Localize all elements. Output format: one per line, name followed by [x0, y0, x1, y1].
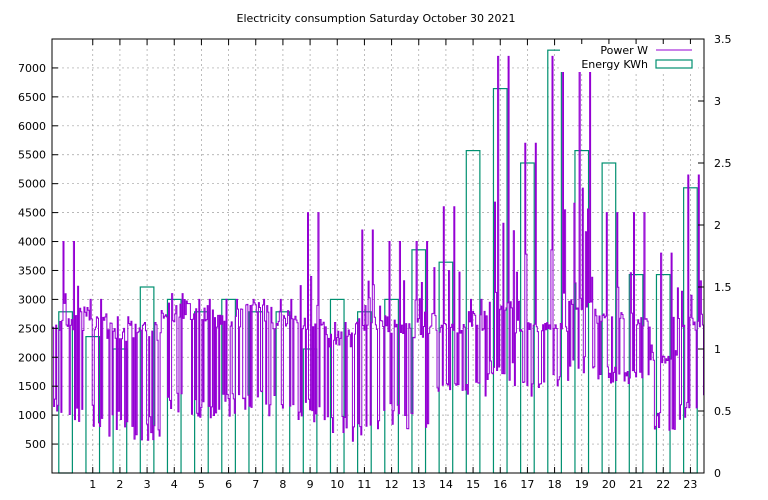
x-axis: 1 2 3 4 5 6 7 8 9 10 11 12 13 14 15 16 17 18 19 20 21 22 23: [89, 39, 697, 491]
y-left-tick-label: 3500: [18, 264, 46, 277]
x-tick-label: 18: [548, 478, 562, 491]
plot-frame: [51, 38, 705, 474]
y-right-tick-label: 0.5: [714, 405, 732, 418]
x-tick-label: 14: [439, 478, 453, 491]
y-right-tick-label: 1: [714, 343, 721, 356]
x-tick-label: 8: [279, 478, 286, 491]
y-right-tick-label: 2: [714, 219, 721, 232]
y-left-tick-label: 6500: [18, 91, 46, 104]
x-tick-label: 9: [307, 478, 314, 491]
x-tick-label: 7: [252, 478, 259, 491]
x-tick-label: 23: [683, 478, 697, 491]
x-tick-label: 16: [493, 478, 507, 491]
x-tick-label: 12: [385, 478, 399, 491]
y-axis-right: 0 0.5 1 1.5 2 2.5 3 3.5: [698, 33, 732, 480]
y-left-tick-label: 1000: [18, 409, 46, 422]
y-left-tick-label: 3000: [18, 293, 46, 306]
power-line-layer: [52, 55, 704, 442]
y-axis-left: 500 1000 1500 2000 2500 3000 3500 4000 4500 5000 5…: [18, 62, 58, 451]
y-right-tick-label: 1.5: [714, 281, 732, 294]
chart-title: Electricity consumption Saturday October…: [237, 12, 516, 25]
x-tick-label: 5: [198, 478, 205, 491]
legend-power-label: Power W: [600, 44, 648, 57]
y-left-tick-label: 2500: [18, 322, 46, 335]
power-line: [52, 55, 704, 442]
x-tick-label: 13: [412, 478, 426, 491]
x-tick-label: 2: [116, 478, 123, 491]
x-tick-label: 1: [89, 478, 96, 491]
x-tick-label: 15: [466, 478, 480, 491]
x-tick-label: 4: [171, 478, 178, 491]
y-left-tick-label: 4000: [18, 236, 46, 249]
y-left-tick-label: 4500: [18, 207, 46, 220]
x-tick-label: 11: [357, 478, 371, 491]
y-right-tick-label: 3: [714, 95, 721, 108]
y-left-tick-label: 500: [25, 438, 46, 451]
y-right-tick-label: 2.5: [714, 157, 732, 170]
y-left-tick-label: 2000: [18, 351, 46, 364]
x-tick-label: 10: [330, 478, 344, 491]
y-left-tick-label: 5500: [18, 149, 46, 162]
y-left-tick-label: 7000: [18, 62, 46, 75]
x-tick-label: 6: [225, 478, 232, 491]
y-left-tick-label: 5000: [18, 178, 46, 191]
x-tick-label: 21: [629, 478, 643, 491]
legend-energy-label: Energy KWh: [581, 58, 648, 71]
y-right-tick-label: 3.5: [714, 33, 732, 46]
legend: Power W Energy KWh: [560, 44, 698, 72]
y-right-tick-label: 0: [714, 467, 721, 480]
x-tick-label: 20: [602, 478, 616, 491]
x-tick-label: 17: [520, 478, 534, 491]
y-left-tick-label: 1500: [18, 380, 46, 393]
x-tick-label: 22: [656, 478, 670, 491]
y-left-tick-label: 6000: [18, 120, 46, 133]
x-tick-label: 3: [144, 478, 151, 491]
legend-energy-swatch: [655, 59, 693, 69]
x-tick-label: 19: [575, 478, 589, 491]
